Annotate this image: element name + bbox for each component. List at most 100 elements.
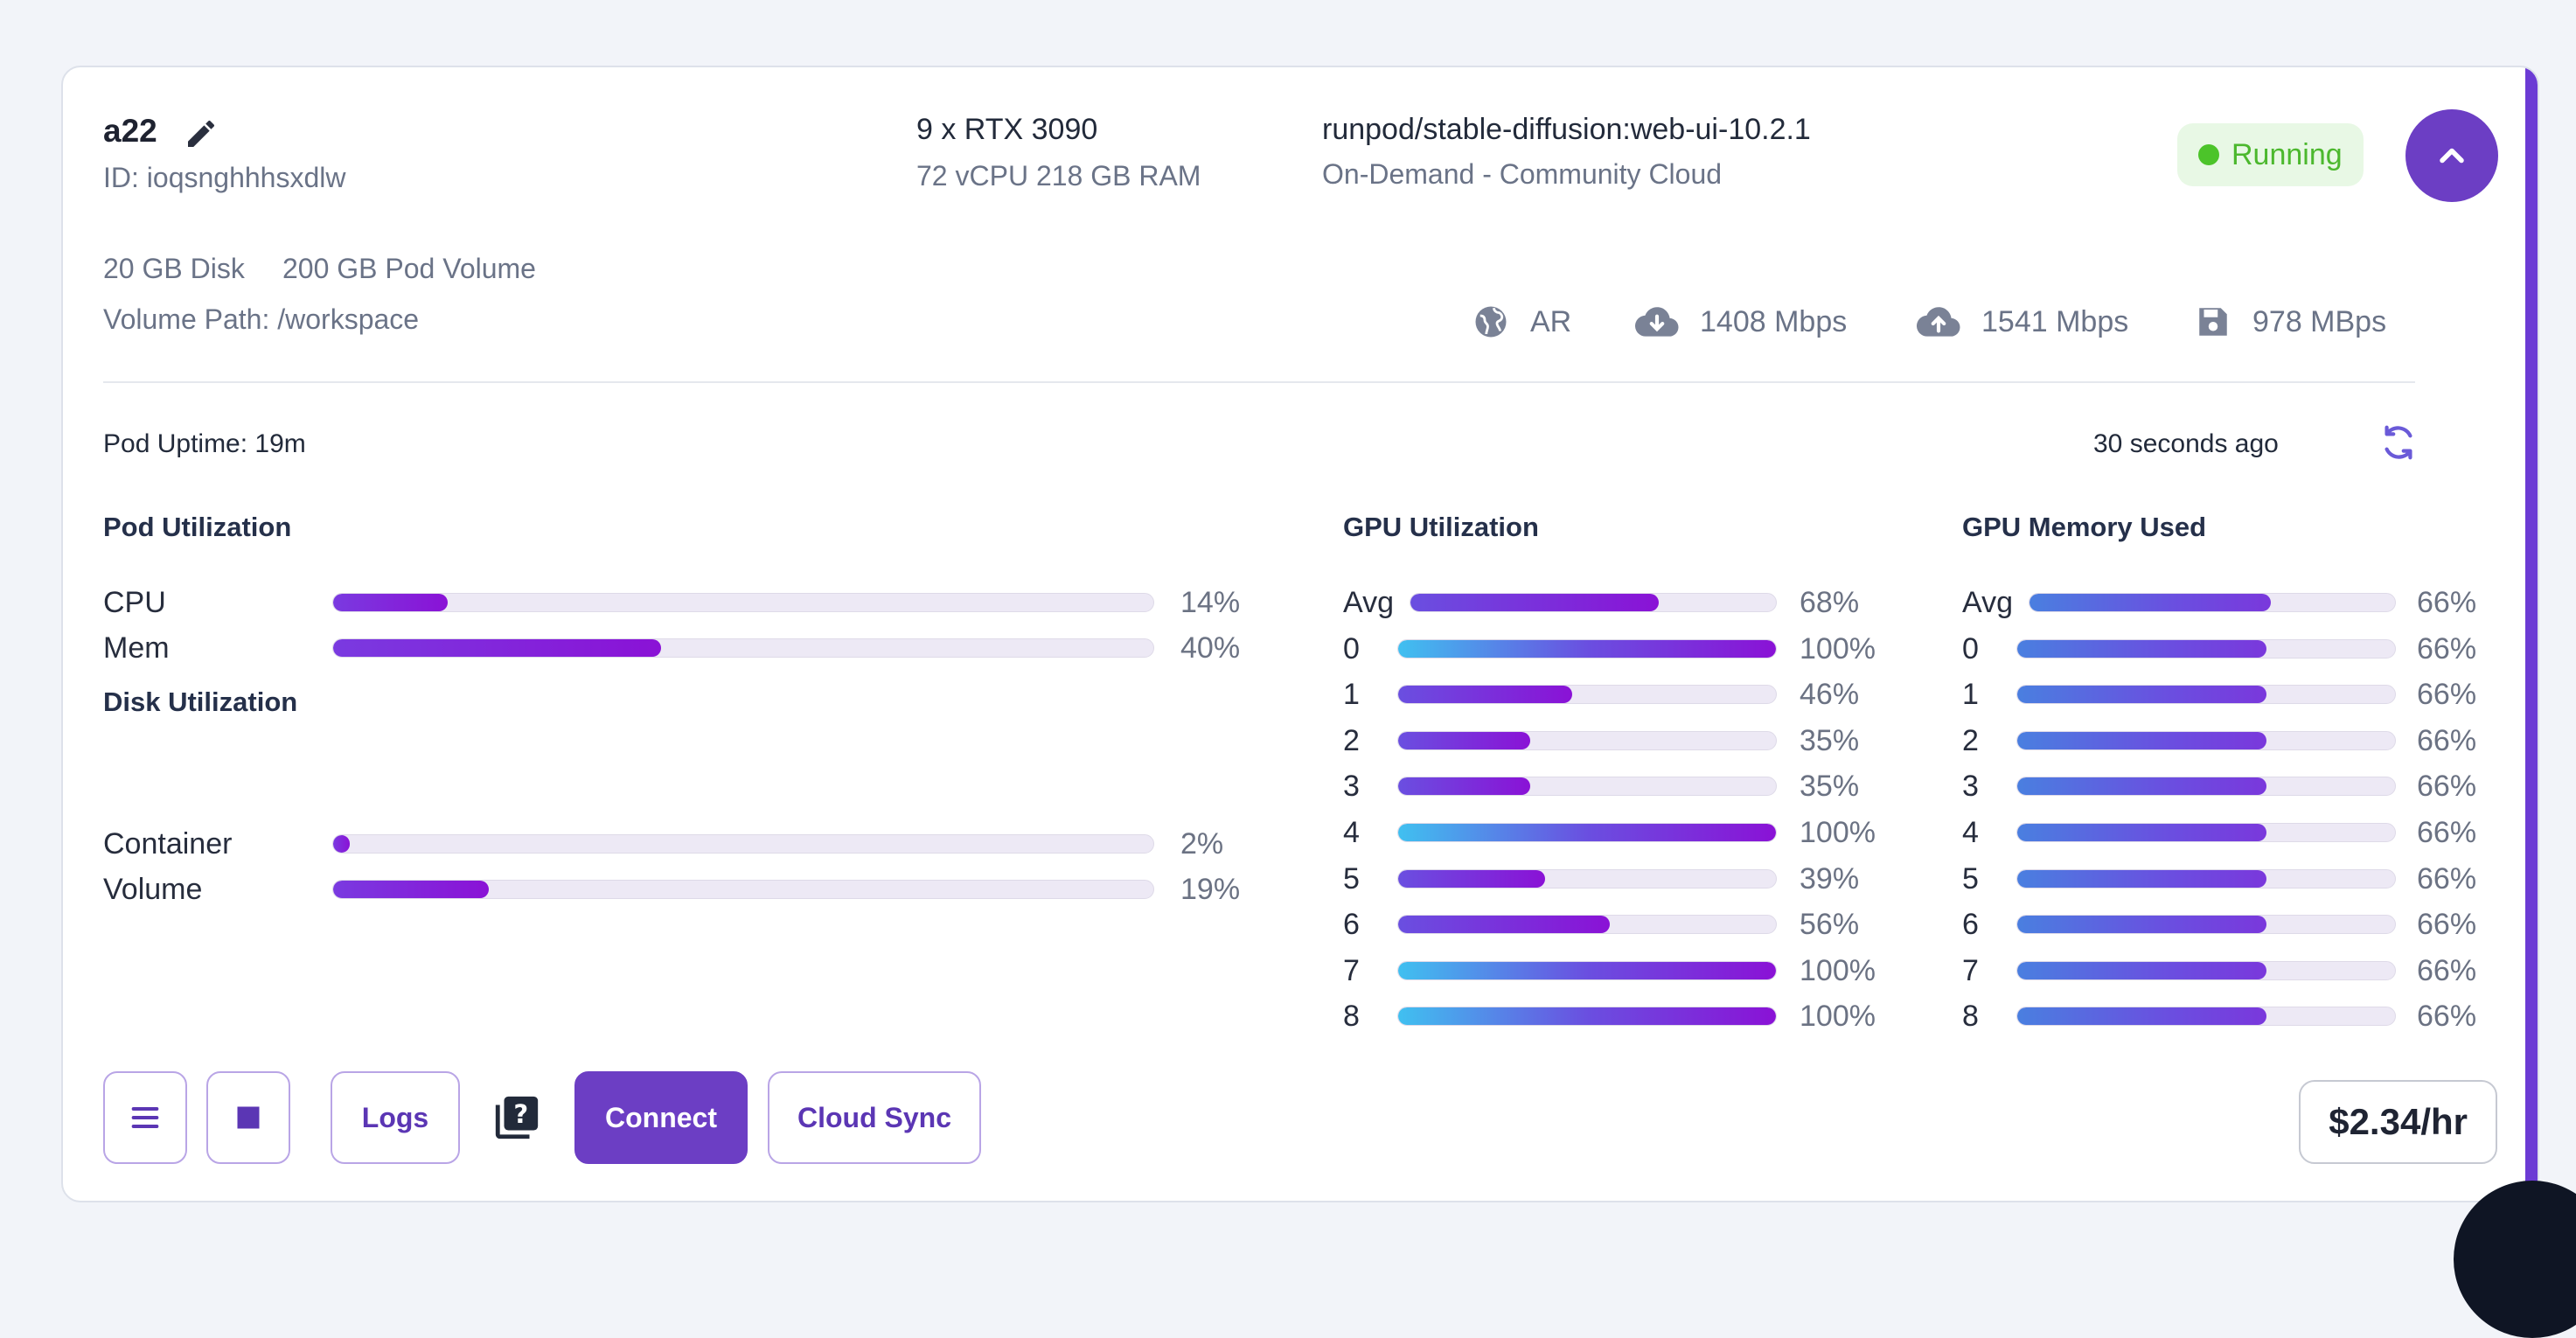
pod-cpu-percent: 14% [1180, 586, 1241, 619]
region-label: AR [1530, 304, 1572, 338]
cloud-sync-button[interactable]: Cloud Sync [768, 1071, 981, 1164]
gpu-avg-bar-fill [1410, 594, 1660, 611]
gpu-mem-3-bar-fill [2017, 777, 2267, 796]
cloud-type: On-Demand - Community Cloud [1322, 158, 1723, 190]
gpu-mem-5-bar-fill [2017, 869, 2267, 888]
price-label: $2.34/hr [2329, 1101, 2468, 1142]
pod-mem-label: Mem [103, 631, 170, 665]
logs-button[interactable]: Logs [331, 1071, 460, 1164]
gpu-3-percent: 35% [1800, 770, 1860, 804]
status-badge: Running [2177, 123, 2364, 186]
gpu-8-label: 8 [1343, 1000, 1360, 1034]
globe-icon [1475, 306, 1507, 338]
gpu-4-percent: 100% [1800, 816, 1876, 849]
stop-icon [237, 1106, 260, 1129]
pod-cpu-bar-track [332, 593, 1154, 612]
gpu-mem-0-percent: 66% [2417, 631, 2477, 666]
gpu-1-bar-fill [1398, 686, 1572, 704]
pod-utilization-title: Pod Utilization [103, 512, 292, 542]
corner-avatar[interactable] [2454, 1181, 2576, 1338]
gpu-3-bar-track [1397, 777, 1777, 797]
gpu-5-bar-track [1397, 868, 1777, 889]
gpu-mem-1-percent: 66% [2417, 678, 2477, 712]
connect-button[interactable]: Connect [574, 1071, 748, 1164]
pod-id: ID: ioqsnghhhsxdlw [103, 162, 346, 193]
gpu-mem-8-label: 8 [1962, 1000, 1979, 1034]
gpu-mem-avg-percent: 66% [2417, 586, 2477, 619]
disk-volume-bar-fill [333, 881, 490, 898]
status-label: Running [2231, 137, 2343, 171]
upload-speed: 1541 Mbps [1981, 304, 2129, 338]
svg-text:?: ? [513, 1099, 528, 1129]
gpu-1-label: 1 [1343, 678, 1360, 712]
gpu-4-bar-track [1397, 823, 1777, 842]
gpu-mem-7-percent: 66% [2417, 953, 2477, 987]
gpu-memory-title: GPU Memory Used [1962, 512, 2207, 542]
pod-cpu-bar-fill [333, 594, 449, 611]
cloud-sync-label: Cloud Sync [797, 1101, 951, 1133]
gpu-mem-6-bar-fill [2017, 916, 2267, 934]
gpu-1-bar-track [1397, 685, 1777, 705]
disk-container-bar-fill [333, 835, 350, 853]
gpu-2-label: 2 [1343, 723, 1360, 757]
pod-cpu-label: CPU [103, 586, 166, 619]
region-stat: AR [1472, 303, 1571, 340]
logs-label: Logs [361, 1101, 429, 1133]
last-updated: 30 seconds ago [2093, 429, 2279, 458]
chevron-up-icon [2440, 148, 2464, 164]
gpu-2-percent: 35% [1800, 723, 1860, 757]
gpu-0-bar-track [1397, 638, 1777, 659]
gpu-6-bar-track [1397, 915, 1777, 935]
pod-uptime: Pod Uptime: 19m [103, 429, 306, 458]
gpu-2-bar-fill [1398, 731, 1531, 749]
gpu-mem-2-percent: 66% [2417, 723, 2477, 757]
help-docs-icon[interactable]: ? [491, 1092, 542, 1147]
gpu-7-percent: 100% [1800, 953, 1876, 987]
gpu-mem-avg-bar-track [2029, 593, 2396, 612]
gpu-mem-0-bar-fill [2017, 639, 2267, 658]
gpu-mem-6-label: 6 [1962, 908, 1979, 942]
gpu-1-percent: 46% [1800, 678, 1860, 712]
refresh-button[interactable] [2378, 422, 2419, 467]
gpu-mem-1-bar-fill [2017, 686, 2267, 704]
gpu-3-bar-fill [1398, 777, 1531, 796]
collapse-button[interactable] [2405, 109, 2498, 202]
container-image: runpod/stable-diffusion:web-ui-10.2.1 [1322, 113, 1811, 146]
gpu-8-percent: 100% [1800, 1000, 1876, 1034]
pod-card: a22 ID: ioqsnghhhsxdlw 9 x RTX 3090 72 v… [61, 66, 2539, 1202]
gpu-mem-7-bar-track [2016, 960, 2396, 980]
pod-mem-bar-track [332, 638, 1154, 658]
gpu-mem-8-bar-fill [2017, 1007, 2267, 1026]
disk-volume-bar-track [332, 880, 1154, 899]
pencil-icon[interactable] [184, 116, 219, 156]
gpu-mem-avg-label: Avg [1962, 586, 2013, 619]
pod-mem-percent: 40% [1180, 631, 1241, 665]
stop-button[interactable] [206, 1071, 290, 1164]
gpu-mem-4-bar-fill [2017, 824, 2267, 841]
gpu-summary: 9 x RTX 3090 [916, 113, 1098, 146]
gpu-mem-4-bar-track [2016, 823, 2396, 842]
gpu-0-percent: 100% [1800, 631, 1876, 666]
gpu-mem-3-bar-track [2016, 777, 2396, 797]
refresh-icon [2385, 425, 2412, 460]
gpu-mem-5-label: 5 [1962, 861, 1979, 895]
pod-mem-bar-fill [333, 639, 662, 657]
gpu-0-bar-fill [1398, 639, 1776, 658]
cloud-upload-icon [1917, 307, 1960, 337]
volume-path: Volume Path: /workspace [103, 303, 420, 335]
gpu-6-bar-fill [1398, 916, 1610, 934]
disk-container-percent: 2% [1180, 827, 1224, 861]
gpu-mem-2-bar-track [2016, 730, 2396, 750]
gpu-mem-6-bar-track [2016, 915, 2396, 935]
gpu-mem-4-label: 4 [1962, 816, 1979, 849]
gpu-5-label: 5 [1343, 861, 1360, 895]
gpu-avg-label: Avg [1343, 586, 1394, 619]
gpu-5-bar-fill [1398, 869, 1546, 888]
cloud-download-icon [1635, 307, 1679, 337]
divider [103, 381, 2415, 383]
disk-speed-stat: 978 MBps [2195, 303, 2386, 340]
gpu-mem-3-label: 3 [1962, 770, 1979, 804]
gpu-7-bar-track [1397, 960, 1777, 980]
gpu-8-bar-track [1397, 1007, 1777, 1027]
menu-button[interactable] [103, 1071, 187, 1164]
